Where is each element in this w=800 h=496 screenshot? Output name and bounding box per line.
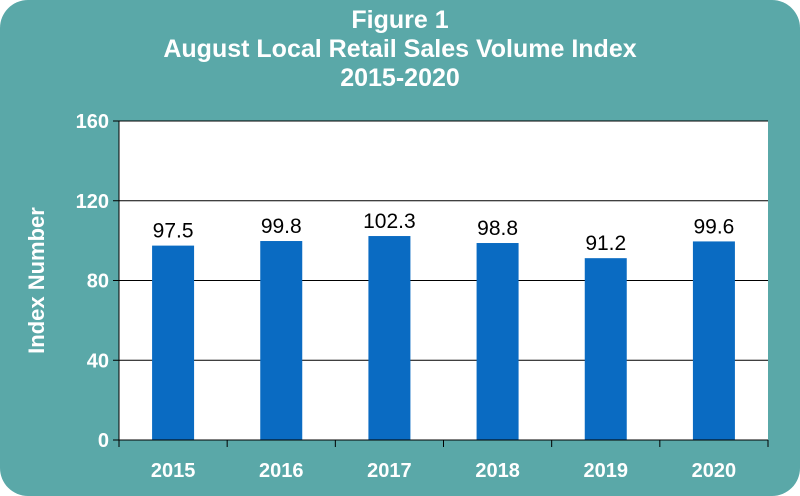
data-label-2015: 97.5 <box>153 220 194 243</box>
y-tick-label: 120 <box>76 191 109 213</box>
bar-2019 <box>584 258 627 440</box>
bar-2020 <box>692 241 735 440</box>
bar-2015 <box>152 245 195 440</box>
data-label-2018: 98.8 <box>477 217 518 240</box>
data-label-2016: 99.8 <box>261 215 302 238</box>
chart-subtitle-years: 2015-2020 <box>340 64 460 92</box>
bar-2017 <box>368 236 411 440</box>
x-tick-label-2017: 2017 <box>367 460 412 482</box>
data-label-2020: 99.6 <box>693 215 734 238</box>
bar-2018 <box>476 243 519 440</box>
x-tick-label-2019: 2019 <box>584 460 629 482</box>
chart-titles: Figure 1 August Local Retail Sales Volum… <box>0 6 800 93</box>
bars <box>152 236 735 440</box>
y-axis-label: Index Number <box>24 207 49 354</box>
y-tick-label: 80 <box>87 271 109 293</box>
data-labels: 97.5 99.8 102.3 98.8 91.2 99.6 <box>153 210 735 255</box>
y-tick-label: 40 <box>87 350 109 372</box>
chart-subtitle: August Local Retail Sales Volume Index <box>163 35 637 63</box>
x-tick-label-2016: 2016 <box>259 460 304 482</box>
x-tick-label-2015: 2015 <box>151 460 196 482</box>
data-label-2019: 91.2 <box>585 232 626 255</box>
y-tick-label: 0 <box>98 430 109 452</box>
axes: 0 40 80 120 160 2015 2016 2017 2018 2019 2020 <box>76 111 769 482</box>
chart-title: Figure 1 <box>351 6 449 34</box>
y-tick-label: 160 <box>76 111 109 133</box>
x-tick-label-2020: 2020 <box>692 460 737 482</box>
bar-2016 <box>260 241 303 440</box>
data-label-2017: 102.3 <box>363 210 416 233</box>
x-tick-label-2018: 2018 <box>475 460 520 482</box>
